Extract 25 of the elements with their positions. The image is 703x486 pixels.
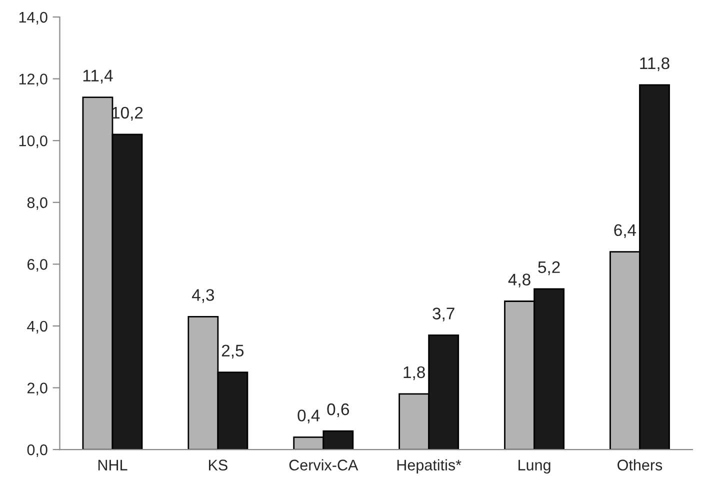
- x-tick-label: Others: [618, 459, 662, 470]
- data-label: 0,6: [327, 403, 349, 418]
- x-tick-label: Lung: [518, 460, 550, 474]
- x-tick-label: NHL: [98, 460, 128, 470]
- x-tick-label: Cervix-CA: [289, 459, 358, 470]
- data-label: 4,3: [192, 289, 214, 303]
- x-tick-label: KS: [208, 460, 228, 470]
- data-label: 6,4: [614, 224, 636, 238]
- data-label: 11,4: [83, 70, 113, 84]
- y-tick-label: 6,0: [27, 259, 48, 272]
- x-tick-label: Hepatitis*: [397, 459, 462, 474]
- y-tick-label: 12,0: [19, 74, 48, 86]
- data-label: 1,8: [404, 366, 425, 380]
- y-tick-label: 14,0: [19, 12, 48, 24]
- data-label: 2,5: [222, 344, 244, 358]
- y-tick-label: 2,0: [27, 382, 48, 396]
- y-tick-label: 4,0: [27, 320, 48, 334]
- y-tick-label: 0,0: [27, 444, 48, 458]
- data-label: 0,4: [298, 410, 320, 424]
- data-label: 4,8: [508, 274, 530, 288]
- y-tick-label: 10,0: [19, 135, 48, 148]
- data-label: 5,2: [538, 261, 560, 276]
- data-label: 11,8: [640, 57, 670, 72]
- y-tick-label: 8,0: [27, 197, 48, 210]
- data-label: 3,7: [432, 308, 454, 322]
